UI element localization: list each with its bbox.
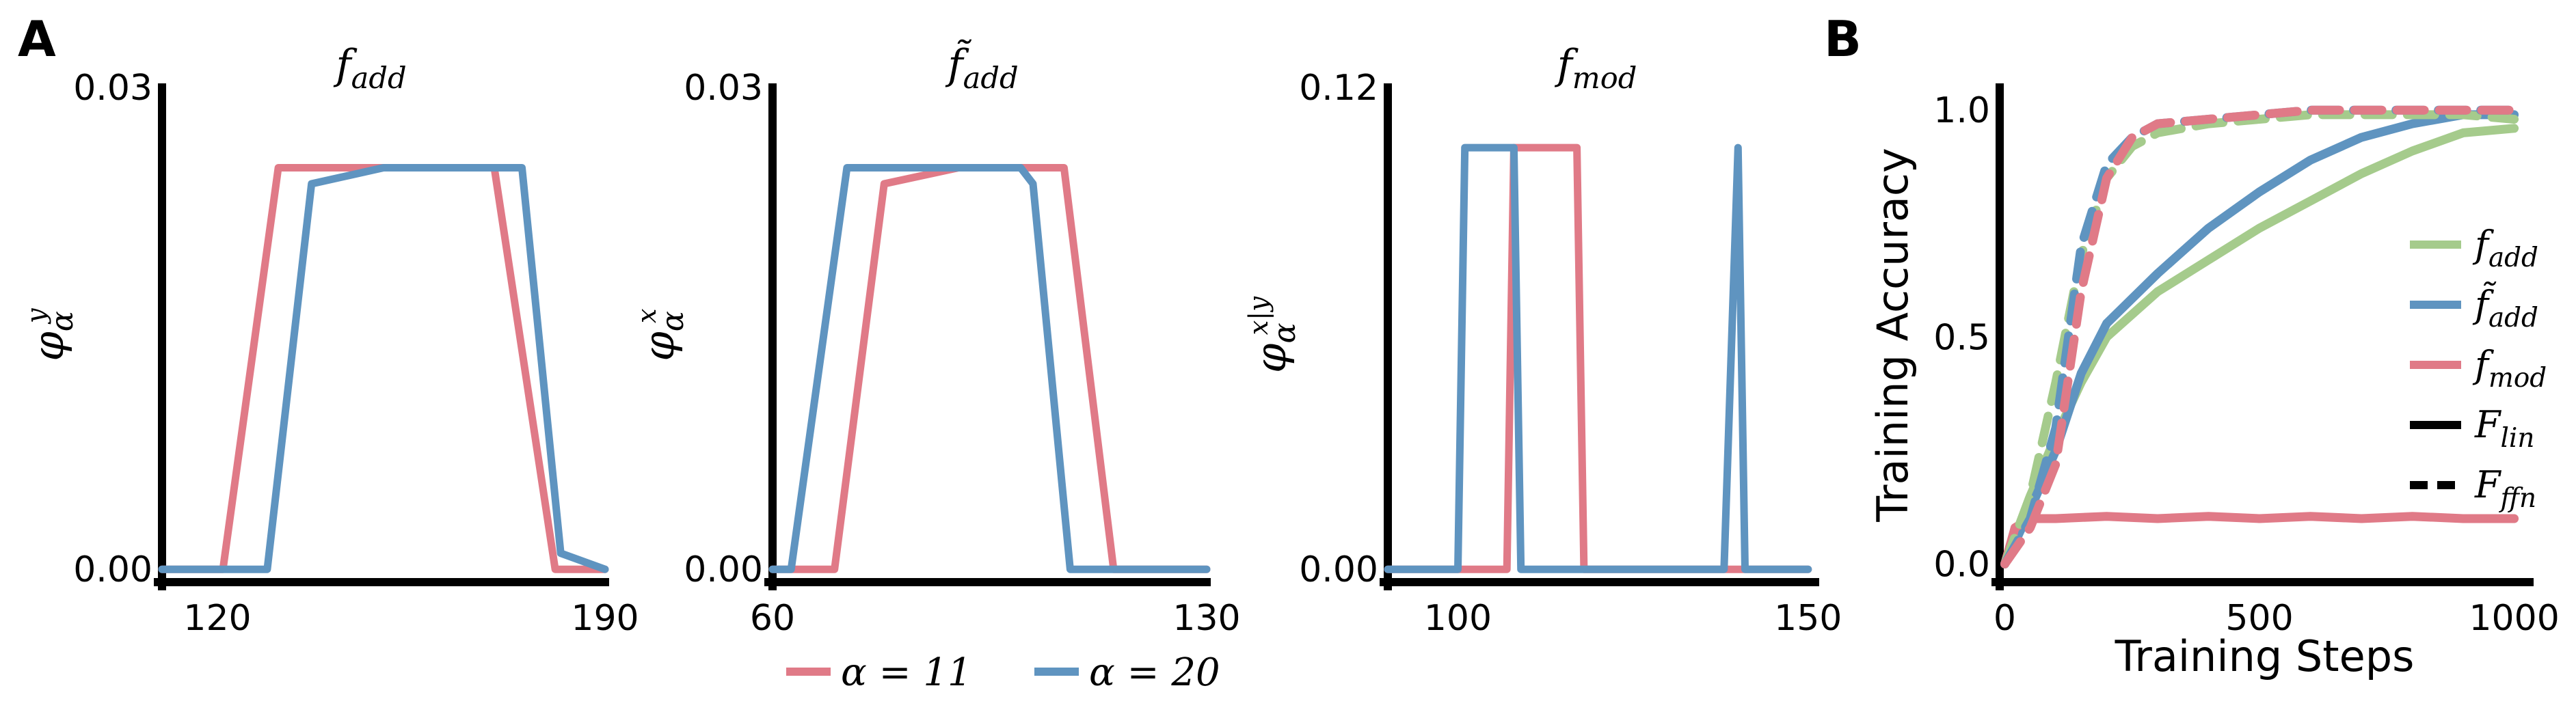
series-line-1 <box>2000 110 2519 568</box>
y-tick-label: 1.0 <box>1933 90 1990 131</box>
bottom-legend: α = 11 α = 20 <box>786 650 1220 695</box>
series-line-1 <box>1384 143 1812 573</box>
legend-label-alpha-20: α = 20 <box>1089 650 1220 695</box>
series-line-3 <box>2000 110 2519 568</box>
y-tick-label: 0.5 <box>1933 317 1990 358</box>
y-tick-label: 0.00 <box>73 549 152 590</box>
panel-f-mod: 100 150 0.00 0.12 fmod φαx|y <box>1244 41 1842 639</box>
x-tick-label: 190 <box>571 598 639 639</box>
y-axis-label: φαy <box>21 307 80 361</box>
series-line-2 <box>2000 512 2519 568</box>
y-tick-label: 0.00 <box>1299 549 1378 590</box>
x-tick-label: 120 <box>183 598 251 639</box>
y-axis-label: Training Accuracy <box>1868 148 1918 522</box>
panel-training-accuracy: 0 500 1000 0.0 0.5 1.0 Training Accuracy Traini… <box>1868 83 2560 681</box>
y-tick-label: 0.03 <box>684 68 763 109</box>
chart-title: f̃add <box>945 39 1018 96</box>
legend-label: Flin <box>2474 403 2534 454</box>
x-axis-label: Training Steps <box>2115 631 2415 681</box>
legend-label: fmod <box>2472 343 2547 394</box>
chart-title: fadd <box>333 41 406 96</box>
panel-f-tilde-add: 60 130 0.00 0.03 f̃add φαx <box>632 39 1241 639</box>
legend-label: fadd <box>2472 223 2538 273</box>
y-axis-label: φαx <box>632 308 690 361</box>
x-tick-label: 60 <box>750 598 795 639</box>
x-tick-label: 130 <box>1172 598 1240 639</box>
y-tick-label: 0.0 <box>1933 544 1990 585</box>
legend-label: f̃add <box>2472 281 2538 333</box>
series-line-1 <box>158 164 609 573</box>
x-tick-label: 500 <box>2225 598 2293 639</box>
series-line-4 <box>2000 105 2519 568</box>
series-line-1 <box>768 164 1211 573</box>
x-tick-label: 150 <box>1774 598 1842 639</box>
legend-label: Fffn <box>2474 463 2536 514</box>
chart-title: fmod <box>1555 41 1637 96</box>
x-tick-label: 100 <box>1424 598 1492 639</box>
panel-a-label: A <box>18 10 56 68</box>
x-tick-label: 1000 <box>2469 598 2559 639</box>
y-tick-label: 0.12 <box>1299 68 1378 109</box>
panel-f-add: 120 190 0.00 0.03 fadd φαy <box>21 41 639 639</box>
legend-label-alpha-11: α = 11 <box>841 650 972 695</box>
x-tick-label: 0 <box>1994 598 2016 639</box>
panel-b-label: B <box>1824 10 1862 68</box>
y-tick-label: 0.03 <box>73 68 152 109</box>
y-tick-label: 0.00 <box>684 549 763 590</box>
y-axis-label: φαx|y <box>1244 296 1302 373</box>
series-line-5 <box>2000 105 2519 568</box>
